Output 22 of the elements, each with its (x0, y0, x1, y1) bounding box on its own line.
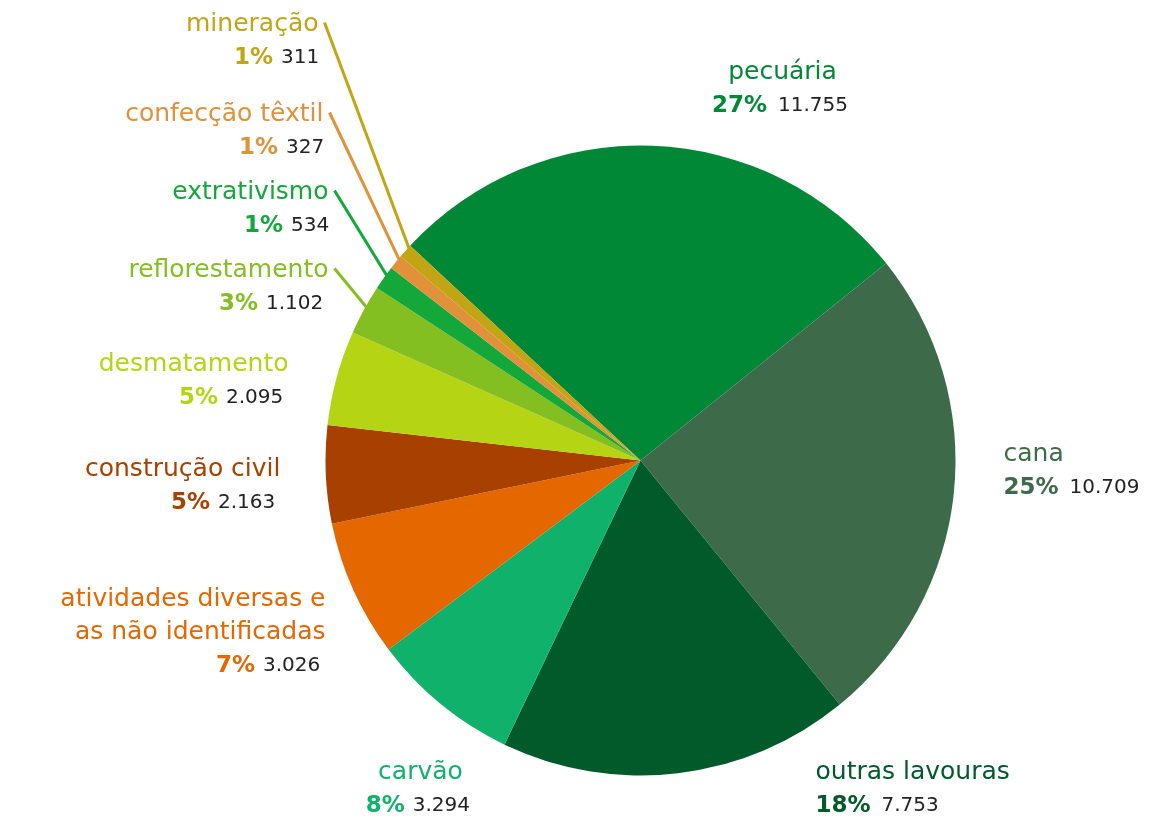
slice-label: mineração (186, 8, 319, 37)
slice-label: pecuária (728, 56, 837, 85)
data-label: 18% 7.753 (815, 790, 939, 817)
data-label: 3% 1.102 (219, 288, 324, 315)
data-label: 1% 534 (244, 210, 330, 237)
slice-label: outras lavouras (815, 756, 1010, 785)
data-label: 1% 327 (239, 132, 325, 159)
slice-label: confecção têxtil (125, 98, 324, 127)
data-label: 25% 10.709 (1003, 472, 1140, 499)
data-label: 1% 311 (234, 42, 320, 69)
data-label: 8% 3.294 (365, 790, 471, 817)
slice-label: construção civil (84, 453, 281, 482)
data-label: 5% 2.163 (171, 487, 276, 514)
slice-label: reflorestamento (128, 254, 329, 283)
slice-label: cana (1003, 438, 1064, 467)
data-label: 7% 3.026 (216, 650, 321, 677)
data-label: 5% 2.095 (179, 382, 284, 409)
slice-label: atividades diversas e as não identificadas (60, 583, 326, 645)
data-label: 27% 11.755 (712, 90, 848, 117)
slice-label: desmatamento (98, 348, 289, 377)
slice-label: extrativismo (172, 176, 329, 205)
slice-label: carvão (378, 756, 463, 785)
